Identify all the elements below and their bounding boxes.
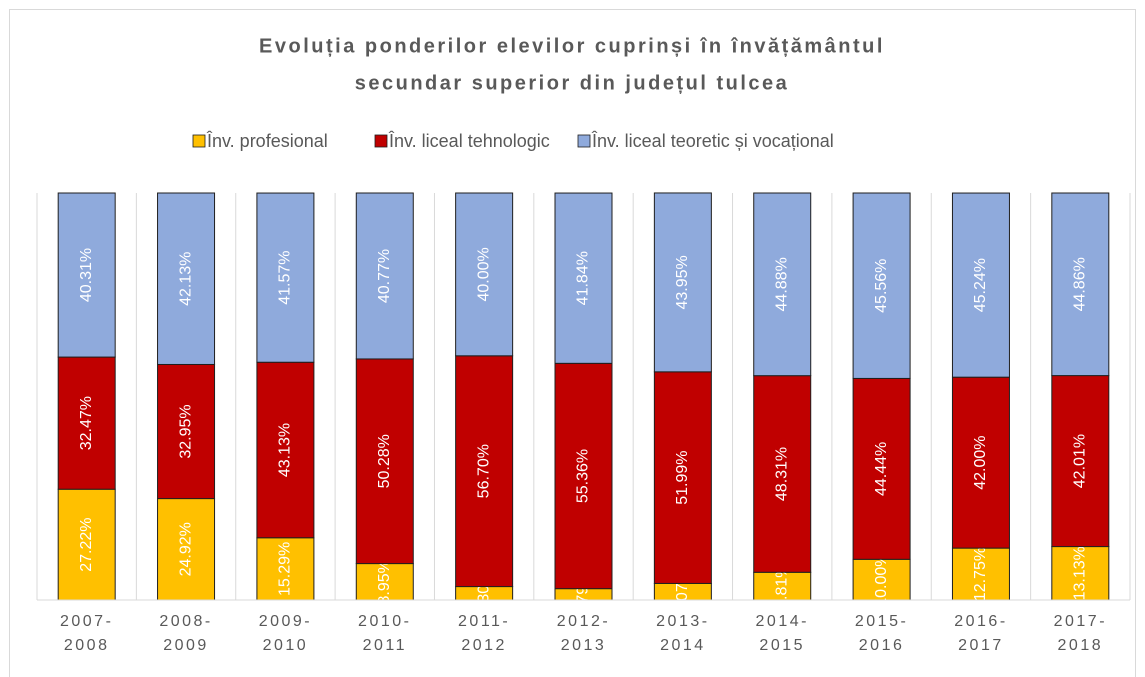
data-label: 40.77% — [376, 249, 393, 303]
chart-title: secundar superior din județul tulcea — [355, 72, 790, 94]
data-label: 12.75% — [972, 547, 989, 601]
data-label: 55.36% — [575, 449, 592, 503]
x-tick-label: 2016-2017 — [954, 613, 1007, 654]
bar-segment — [753, 192, 812, 377]
data-label: 51.99% — [674, 451, 691, 505]
x-tick-label: 2015-2016 — [855, 613, 908, 654]
data-label: 45.24% — [972, 258, 989, 312]
data-label: 41.57% — [277, 251, 294, 305]
x-tick-label: 2012-2013 — [557, 613, 610, 654]
bar-segment — [455, 355, 514, 588]
bar-segment — [653, 371, 712, 584]
x-tick-label: 2010-2011 — [358, 613, 411, 654]
data-label: 27.22% — [78, 517, 95, 571]
x-tick-label: 2017-2018 — [1054, 613, 1107, 654]
data-label: 44.44% — [873, 442, 890, 496]
data-label: 50.28% — [376, 434, 393, 488]
bar-segment — [256, 537, 315, 601]
x-tick-label: 2014-2015 — [756, 613, 809, 654]
data-label: 48.31% — [773, 447, 790, 501]
bar-segment — [256, 361, 315, 539]
data-label: 42.00% — [972, 436, 989, 490]
x-tick-label: 2011-2012 — [458, 613, 510, 654]
bar-segment — [157, 363, 216, 500]
bar-segment — [355, 358, 414, 565]
x-tick-label: 2013-2014 — [656, 613, 709, 654]
bar-segment — [554, 362, 613, 590]
bar-segment — [1051, 546, 1110, 601]
data-label: 42.01% — [1072, 434, 1089, 488]
bar-segment — [1051, 192, 1110, 377]
data-label: 32.95% — [177, 404, 194, 458]
bar-segment — [355, 563, 414, 601]
data-label: 8.95% — [376, 559, 393, 604]
data-label: 44.86% — [1072, 257, 1089, 311]
legend-label: Înv. profesional — [206, 131, 328, 151]
bar-segment — [455, 192, 514, 357]
data-label: 15.29% — [277, 542, 294, 596]
bar-segment — [355, 192, 414, 360]
bar-segment — [852, 558, 911, 601]
bar-segment — [57, 356, 116, 490]
bar-segment — [951, 192, 1010, 378]
data-label: 44.88% — [773, 257, 790, 311]
data-label: 45.56% — [873, 259, 890, 313]
legend-swatch — [374, 134, 388, 148]
bar-segment — [1051, 375, 1110, 548]
x-tick-label: 2007-2008 — [60, 613, 113, 654]
data-label: 43.95% — [674, 255, 691, 309]
bar-segment — [256, 192, 315, 363]
bar-segment — [653, 192, 712, 373]
data-label: 24.92% — [177, 522, 194, 576]
bar-segment — [852, 377, 911, 560]
bar-segment — [852, 192, 911, 379]
data-label: 40.31% — [78, 248, 95, 302]
data-label: 41.84% — [575, 251, 592, 305]
bar-segment — [157, 192, 216, 365]
legend-label: Înv. liceal teoretic și vocațional — [591, 131, 834, 151]
legend-swatch — [577, 134, 591, 148]
data-label: 10.00% — [873, 553, 890, 607]
data-label: 40.00% — [475, 247, 492, 301]
data-label: 43.13% — [277, 423, 294, 477]
data-label: 56.70% — [475, 444, 492, 498]
bar-segment — [554, 192, 613, 364]
x-tick-label: 2009-2010 — [259, 613, 312, 654]
data-label: 13.13% — [1072, 546, 1089, 600]
legend-swatch — [192, 134, 206, 148]
bar-segment — [951, 376, 1010, 549]
legend-label: Înv. liceal tehnologic — [388, 131, 550, 151]
bar-segment — [753, 375, 812, 573]
bar-segment — [57, 192, 116, 358]
data-label: 32.47% — [78, 396, 95, 450]
chart-title: Evoluția ponderilor elevilor cuprinși în… — [259, 35, 885, 57]
data-label: 6.81% — [773, 563, 790, 608]
data-label: 42.13% — [177, 252, 194, 306]
x-tick-label: 2008-2009 — [159, 613, 212, 654]
